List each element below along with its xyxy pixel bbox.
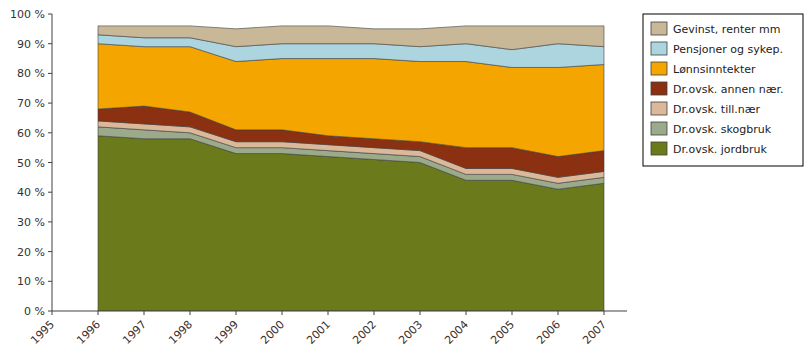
legend-swatch (651, 82, 667, 95)
x-tick (558, 311, 559, 315)
y-tick (48, 221, 52, 222)
y-tick (48, 281, 52, 282)
legend-swatch (651, 142, 667, 155)
y-tick-label: 100 % (10, 8, 45, 21)
legend-swatch (651, 42, 667, 55)
legend-label: Dr.ovsk. till.nær (673, 103, 761, 116)
x-tick (466, 311, 467, 315)
chart: 0 % 10 % 20 % 30 % 40 % 50 % 60 % 70 % 80 % 90 % 1… (0, 0, 811, 361)
legend-label: Lønnsinntekter (673, 63, 756, 76)
legend-frame (643, 14, 803, 166)
y-tick-label: 20 % (17, 246, 45, 259)
x-tick-label: 1997 (120, 318, 149, 347)
x-tick (328, 311, 329, 315)
legend-swatch (651, 102, 667, 115)
x-tick-label: 2001 (304, 318, 333, 347)
y-tick-label: 10 % (17, 275, 45, 288)
x-tick (236, 311, 237, 315)
y-tick-label: 0 % (24, 305, 45, 318)
legend-swatch (651, 22, 667, 35)
y-tick-label: 50 % (17, 157, 45, 170)
areas (98, 26, 604, 311)
x-tick (282, 311, 283, 315)
x-tick-label: 1995 (28, 318, 57, 347)
x-tick-label: 2006 (534, 318, 563, 347)
x-tick (374, 311, 375, 315)
legend-label: Dr.ovsk. jordbruk (673, 143, 767, 156)
x-tick-label: 1998 (166, 318, 195, 347)
x-tick (420, 311, 421, 315)
y-tick-label: 70 % (17, 97, 45, 110)
y-tick-label: 90 % (17, 38, 45, 51)
y-tick-label: 30 % (17, 216, 45, 229)
x-tick-label: 2007 (580, 318, 609, 347)
x-tick-label: 2005 (488, 318, 517, 347)
y-tick (48, 73, 52, 74)
y-tick-label: 60 % (17, 127, 45, 140)
area (98, 26, 604, 50)
legend-swatch (651, 122, 667, 135)
y-tick (48, 132, 52, 133)
x-tick (190, 311, 191, 315)
y-tick (48, 251, 52, 252)
legend-label: Gevinst, renter mm (673, 23, 780, 36)
y-tick-label: 40 % (17, 186, 45, 199)
x-tick (604, 311, 605, 315)
x-tick-label: 2003 (396, 318, 425, 347)
x-tick-label: 1996 (74, 318, 103, 347)
legend-swatch (651, 62, 667, 75)
x-tick (98, 311, 99, 315)
x-axis-line (52, 311, 627, 312)
y-tick (48, 311, 52, 312)
y-tick-label: 80 % (17, 67, 45, 80)
legend-label: Dr.ovsk. skogbruk (673, 123, 772, 136)
legend-label: Dr.ovsk. annen nær. (673, 83, 784, 96)
x-tick-label: 2004 (442, 318, 471, 347)
x-tick-label: 1999 (212, 318, 241, 347)
x-tick (52, 311, 53, 315)
y-tick (48, 103, 52, 104)
legend: Gevinst, renter mm Pensjoner og sykep. Løn… (643, 14, 803, 166)
x-tick (144, 311, 145, 315)
y-tick (48, 43, 52, 44)
legend-label: Pensjoner og sykep. (673, 43, 783, 56)
y-tick (48, 162, 52, 163)
y-tick (48, 192, 52, 193)
x-tick-label: 2000 (258, 318, 287, 347)
x-tick-label: 2002 (350, 318, 379, 347)
y-tick (48, 14, 52, 15)
x-tick (512, 311, 513, 315)
axes: 0 % 10 % 20 % 30 % 40 % 50 % 60 % 70 % 80 % 90 % 1… (10, 8, 627, 347)
